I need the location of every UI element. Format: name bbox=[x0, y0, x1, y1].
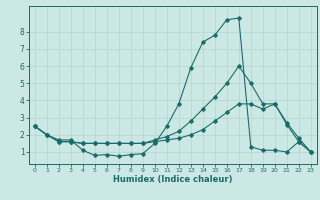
X-axis label: Humidex (Indice chaleur): Humidex (Indice chaleur) bbox=[113, 175, 233, 184]
